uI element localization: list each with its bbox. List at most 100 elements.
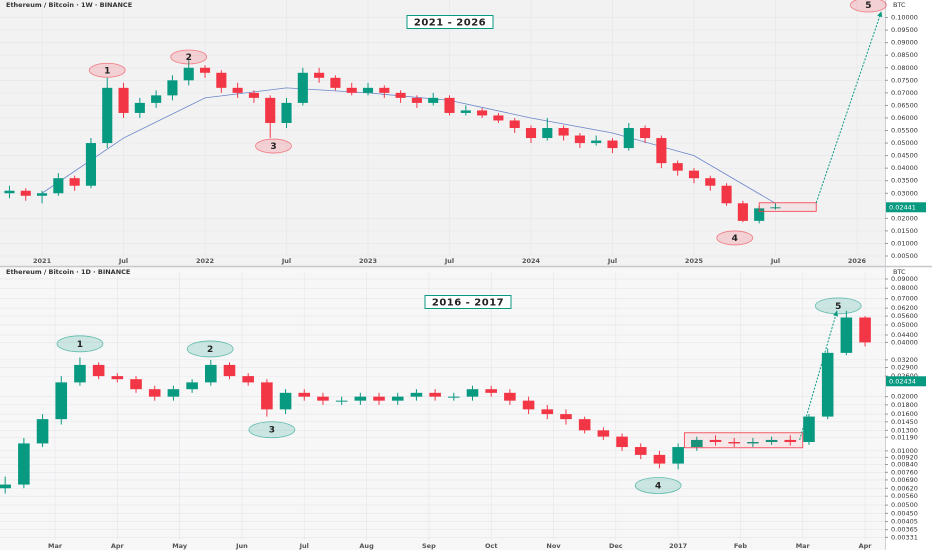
y-tick-label: 0.01000 [891, 239, 918, 247]
x-tick-label: Jul [299, 542, 309, 550]
y-tick-label: 0.04400 [891, 331, 918, 339]
y-tick-label: 0.01450 [891, 418, 918, 426]
x-tick-label: Nov [546, 542, 561, 550]
candle-body [770, 207, 781, 209]
y-tick-label: 0.02900 [891, 364, 918, 372]
candle-body [317, 396, 329, 401]
candle-body [281, 102, 292, 123]
x-tick-label: 2021 [33, 257, 52, 265]
candle-body [330, 77, 341, 88]
x-tick-label: 2017 [669, 542, 687, 550]
x-tick-label: May [172, 542, 188, 550]
candle-body [354, 396, 367, 401]
candle-body [85, 143, 96, 186]
y-tick-label: 0.08000 [891, 284, 918, 292]
y-tick-label: 0.01800 [891, 401, 918, 409]
moving-average [41, 87, 776, 204]
wave-label: 3 [270, 142, 276, 152]
candle-body [485, 389, 497, 393]
y-tick-label: 0.00365 [891, 526, 918, 534]
x-tick-label: Apr [859, 542, 873, 550]
y-tick-label: 0.05600 [891, 312, 918, 320]
wave-label: 4 [732, 234, 738, 244]
top-panel-bg [0, 0, 885, 266]
y-tick-label: 0.05000 [891, 139, 918, 147]
candle-body [656, 138, 667, 164]
period-box [424, 295, 512, 309]
candle-body [477, 110, 488, 116]
candle-body [0, 484, 11, 489]
candle-body [186, 382, 198, 390]
candle-body [411, 97, 422, 103]
candle-body [261, 382, 273, 410]
x-tick-label: 2024 [522, 257, 541, 265]
y-tick-label: 0.06000 [891, 114, 918, 122]
candle-body [448, 396, 460, 398]
wave-marker [56, 335, 104, 353]
y-tick-label: 0.00500 [891, 501, 918, 509]
x-tick-label: 2023 [359, 257, 377, 265]
candle-body [688, 170, 700, 179]
candle-body [754, 208, 765, 221]
candle-body [74, 364, 86, 383]
y-tick-label: 0.04000 [891, 338, 918, 346]
y-tick-label: 0.09500 [891, 26, 918, 34]
candle-body [265, 97, 276, 123]
candle-body [525, 128, 537, 139]
y-tick-label: 0.01190 [891, 433, 918, 441]
candle-body [199, 67, 211, 73]
candle-body [36, 193, 48, 196]
wave-marker [170, 49, 208, 65]
candle-body [395, 92, 406, 98]
candle-body [148, 389, 161, 397]
range-box [758, 202, 817, 212]
candle-body [410, 392, 423, 397]
candle-body [705, 178, 716, 186]
chart-title: Ethereum / Bitcoin · 1D · BINANCE [6, 268, 130, 276]
x-tick-label: Jul [607, 257, 617, 265]
y-tick-label: 0.00620 [891, 484, 918, 492]
candle-body [542, 128, 553, 139]
axis-unit: BTC [893, 268, 906, 276]
wave-label: 1 [104, 66, 110, 76]
wave-label: 5 [835, 302, 841, 312]
candle-body [672, 163, 683, 171]
candle-body [18, 443, 30, 485]
candle-body [362, 87, 374, 93]
candle-body [616, 436, 628, 448]
candle-body [444, 97, 455, 113]
wave-marker [814, 297, 862, 315]
y-tick-label: 0.00500 [891, 252, 918, 260]
y-tick-label: 0.08500 [891, 51, 918, 59]
candle-body [560, 414, 572, 420]
candle-body [20, 190, 31, 196]
period-label: 2021 - 2026 [414, 18, 486, 29]
candle-body [248, 92, 259, 98]
y-tick-label: 0.03200 [891, 356, 918, 364]
candle-body [541, 409, 554, 415]
candle-body [623, 128, 634, 149]
candle-body [134, 102, 145, 113]
current-price-label: 0.02441 [889, 203, 916, 211]
candle-body [232, 87, 243, 93]
candle-body [728, 441, 741, 444]
candle-body [840, 317, 853, 353]
wave-marker [849, 0, 887, 13]
candle-body [55, 382, 68, 420]
candle-body [466, 389, 479, 397]
x-tick-label: Oct [485, 542, 498, 550]
wave-label: 4 [655, 482, 661, 492]
candle-body [335, 400, 348, 402]
candle-body [373, 396, 385, 401]
projection-arrow [799, 310, 838, 441]
x-tick-label: Jun [235, 542, 248, 550]
arrow-head [877, 11, 883, 18]
y-tick-label: 0.00331 [891, 533, 918, 541]
candle-body [821, 352, 834, 417]
candle-body [721, 185, 732, 204]
candle-body [765, 439, 778, 442]
candle-body [92, 364, 105, 377]
current-price-tag [886, 202, 926, 213]
axis-unit: BTC [893, 1, 906, 9]
